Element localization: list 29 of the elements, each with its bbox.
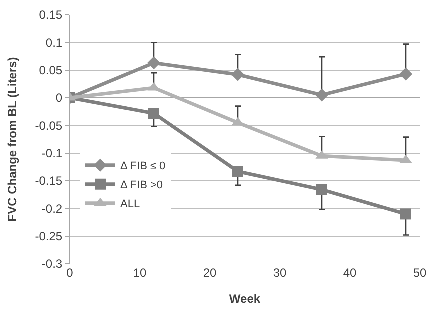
y-tick-label: -0.2 xyxy=(42,202,63,216)
legend-label: Δ FIB >0 xyxy=(120,180,164,192)
point xyxy=(232,68,244,82)
x-tick-label: 20 xyxy=(203,266,217,280)
legend-label: ALL xyxy=(120,198,140,211)
x-tick-label: 0 xyxy=(66,266,74,280)
point xyxy=(400,68,412,81)
point xyxy=(232,166,244,178)
x-tick-label: 50 xyxy=(413,266,427,280)
y-tick-label: -0.15 xyxy=(35,174,63,188)
x-axis-title: Week xyxy=(229,292,261,306)
y-tick-label: 0.15 xyxy=(39,8,63,22)
legend-label: Δ FIB ≤ 0 xyxy=(120,160,166,173)
x-tick-label: 40 xyxy=(343,266,357,280)
x-tick-label: 10 xyxy=(133,266,147,280)
y-axis-title: FVC Change from BL (Liters) xyxy=(6,57,20,222)
y-tick-label: 0.05 xyxy=(39,64,63,78)
y-tick-label: 0 xyxy=(56,91,63,106)
y-tick-label: 0.1 xyxy=(46,36,63,50)
point xyxy=(316,88,328,102)
y-tick-label: -0.3 xyxy=(42,257,63,272)
point xyxy=(400,208,412,220)
point xyxy=(148,108,160,119)
y-tick-label: -0.25 xyxy=(35,230,63,244)
x-tick-label: 30 xyxy=(273,266,287,280)
y-tick-label: -0.05 xyxy=(35,118,63,133)
y-tick-label: -0.1 xyxy=(42,146,63,161)
point xyxy=(316,184,328,196)
point xyxy=(148,56,160,70)
